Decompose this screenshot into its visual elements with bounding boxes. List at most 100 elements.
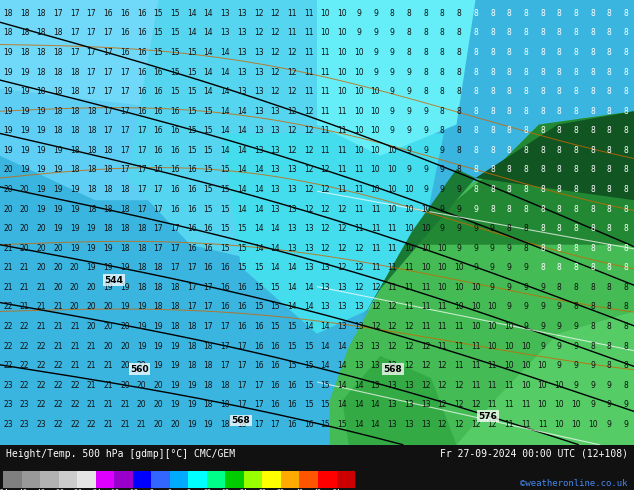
Text: 8: 8 (574, 68, 578, 76)
Text: 11: 11 (488, 381, 497, 390)
Text: 17: 17 (103, 126, 113, 135)
Text: 19: 19 (137, 322, 146, 331)
Text: 15: 15 (304, 361, 313, 370)
Text: 12: 12 (304, 205, 313, 214)
Text: 18: 18 (70, 146, 79, 155)
Text: 13: 13 (354, 342, 363, 351)
Text: 12: 12 (471, 400, 481, 409)
Text: 17: 17 (237, 342, 247, 351)
Polygon shape (127, 0, 412, 267)
Text: 12: 12 (488, 420, 497, 429)
Text: 10: 10 (571, 400, 581, 409)
Text: 18: 18 (37, 48, 46, 57)
Text: 8: 8 (490, 205, 495, 214)
Text: 12: 12 (287, 146, 297, 155)
Text: 21: 21 (137, 420, 146, 429)
Text: 18: 18 (103, 185, 113, 194)
Text: 11: 11 (421, 302, 430, 312)
Text: 8: 8 (540, 185, 545, 194)
Text: 13: 13 (371, 381, 380, 390)
Text: 8: 8 (574, 28, 578, 37)
Text: 11: 11 (354, 224, 363, 233)
Text: 12: 12 (404, 322, 413, 331)
Text: 12: 12 (354, 263, 363, 272)
Text: 11: 11 (354, 185, 363, 194)
Text: 10: 10 (488, 342, 497, 351)
Text: 8: 8 (440, 87, 444, 96)
Text: 12: 12 (437, 400, 447, 409)
Text: 15: 15 (304, 381, 313, 390)
Text: 17: 17 (170, 224, 180, 233)
Text: 18: 18 (70, 107, 79, 116)
Text: 16: 16 (153, 68, 163, 76)
Text: 14: 14 (354, 381, 363, 390)
Text: 16: 16 (153, 166, 163, 174)
Text: 16: 16 (271, 381, 280, 390)
Text: 19: 19 (20, 107, 30, 116)
Text: 20: 20 (103, 342, 113, 351)
Text: 17: 17 (70, 48, 80, 57)
Text: 8: 8 (540, 87, 545, 96)
Text: 17: 17 (103, 28, 113, 37)
Text: 8: 8 (607, 68, 612, 76)
Text: 8: 8 (624, 126, 628, 135)
Text: 18: 18 (53, 126, 63, 135)
Text: 16: 16 (187, 185, 197, 194)
Text: 12: 12 (387, 342, 397, 351)
Text: 18: 18 (120, 224, 130, 233)
Text: 13: 13 (304, 224, 313, 233)
Bar (22, 471, 40, 488)
Text: 18: 18 (103, 146, 113, 155)
Text: 9: 9 (557, 361, 562, 370)
Text: 15: 15 (204, 107, 213, 116)
Text: 19: 19 (53, 185, 63, 194)
Text: 8: 8 (490, 48, 495, 57)
Polygon shape (0, 0, 349, 200)
Text: 11: 11 (471, 381, 481, 390)
Text: 10: 10 (371, 146, 380, 155)
Text: 10: 10 (504, 342, 514, 351)
Text: 13: 13 (304, 244, 313, 253)
Text: 14: 14 (304, 302, 313, 312)
Text: 10: 10 (538, 361, 547, 370)
Text: 11: 11 (337, 126, 347, 135)
Text: 14: 14 (254, 224, 263, 233)
Text: 14: 14 (371, 420, 380, 429)
Text: 20: 20 (53, 244, 63, 253)
Text: 19: 19 (20, 166, 30, 174)
Text: 16: 16 (271, 342, 280, 351)
Text: 9: 9 (490, 263, 495, 272)
Text: 15: 15 (170, 87, 180, 96)
Text: 9: 9 (473, 244, 478, 253)
Text: 8: 8 (590, 302, 595, 312)
Text: 8: 8 (574, 224, 578, 233)
Text: 16: 16 (170, 146, 180, 155)
Text: 8: 8 (574, 107, 578, 116)
Text: 11: 11 (304, 87, 313, 96)
Text: 20: 20 (153, 400, 163, 409)
Text: 8: 8 (423, 48, 428, 57)
Text: 9: 9 (473, 263, 478, 272)
Text: 10: 10 (471, 302, 481, 312)
Text: 10: 10 (354, 126, 363, 135)
Text: 8: 8 (540, 166, 545, 174)
Text: 15: 15 (187, 87, 197, 96)
Text: 18: 18 (70, 166, 79, 174)
Text: 15: 15 (170, 28, 180, 37)
Text: 8: 8 (590, 126, 595, 135)
Text: 9: 9 (456, 224, 462, 233)
Text: 15: 15 (221, 166, 230, 174)
Text: 8: 8 (474, 107, 478, 116)
Text: 11: 11 (321, 146, 330, 155)
Text: 18: 18 (37, 68, 46, 76)
Text: 11: 11 (437, 322, 447, 331)
Text: 8: 8 (590, 263, 595, 272)
Text: 19: 19 (187, 420, 197, 429)
Text: 18: 18 (221, 420, 230, 429)
Text: 18: 18 (20, 28, 29, 37)
Text: 19: 19 (70, 205, 80, 214)
Text: 11: 11 (404, 263, 413, 272)
Text: 8: 8 (574, 146, 578, 155)
Text: 17: 17 (237, 381, 247, 390)
Text: 18: 18 (137, 283, 146, 292)
